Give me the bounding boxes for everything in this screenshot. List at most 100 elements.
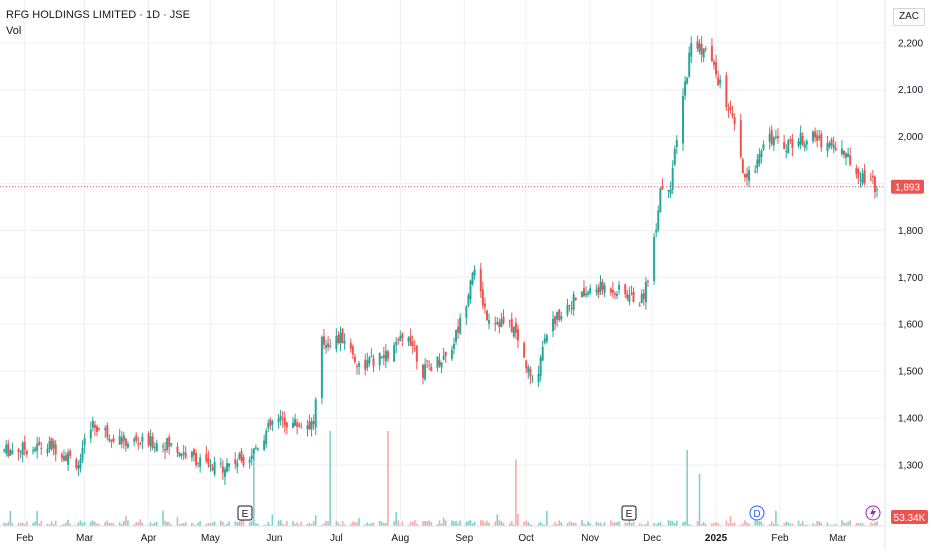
volume-bar — [783, 523, 785, 526]
volume-bar — [612, 522, 614, 526]
candle-body — [640, 293, 643, 304]
candle-body — [659, 188, 662, 213]
volume-bar — [17, 522, 20, 526]
volume-bar — [498, 520, 501, 526]
candle-body — [341, 328, 344, 344]
candle-body — [234, 459, 237, 464]
volume-bar — [236, 522, 239, 526]
candle-body — [438, 360, 441, 366]
candle-body — [322, 336, 325, 345]
volume-bar — [325, 521, 327, 526]
candle-body — [269, 419, 272, 426]
candle-body — [589, 288, 592, 294]
candle-body — [337, 335, 340, 344]
candle-body — [762, 144, 765, 150]
candle-body — [263, 440, 266, 450]
candle-body — [236, 462, 239, 467]
price-axis[interactable]: 1,3001,4001,5001,6001,7001,8001,9002,000… — [898, 38, 923, 471]
volume-bar — [127, 520, 129, 526]
time-axis[interactable]: Feb Mar Apr May Jun Jul Aug Sep Oct Nov Dec 2025 Feb… — [16, 533, 847, 544]
volume-bar — [768, 524, 771, 526]
volume-bar — [760, 521, 763, 526]
lightning-icon[interactable] — [865, 505, 881, 521]
volume-bar — [75, 524, 78, 526]
candle-body — [149, 436, 152, 447]
candle-body — [192, 449, 195, 456]
candle-body — [428, 364, 431, 366]
x-tick-label: Jul — [330, 533, 343, 544]
candle-body — [310, 421, 313, 429]
x-tick-label: Dec — [643, 533, 661, 544]
volume-bar — [149, 522, 152, 526]
candle-body — [139, 442, 142, 444]
volume-bar — [416, 523, 418, 526]
candle-body — [327, 343, 330, 347]
volume-bar — [661, 524, 664, 526]
volume-bar — [341, 521, 344, 526]
candle-body — [483, 303, 486, 308]
candle-body — [828, 143, 831, 147]
candle-body — [566, 305, 569, 315]
volume-bar — [440, 523, 443, 526]
last-volume-label: 53.34K — [894, 513, 926, 524]
candle-body — [570, 308, 573, 310]
candle-body — [618, 285, 621, 290]
volume-bar — [265, 524, 267, 526]
volume-bar — [69, 523, 71, 526]
earnings-marker[interactable]: E — [237, 505, 253, 521]
volume-bar — [238, 521, 241, 526]
candle-body — [712, 61, 715, 65]
volume-bar — [731, 523, 734, 526]
candle-body — [776, 135, 779, 139]
candle-body — [52, 440, 55, 449]
symbol-title[interactable]: RFG HOLDINGS LIMITED · 1D · JSE — [6, 9, 190, 21]
volume-bar — [180, 523, 183, 526]
volume-bar — [323, 523, 325, 526]
volume-bar — [358, 517, 360, 526]
volume-bar — [517, 513, 519, 526]
x-tick-label: Jun — [266, 533, 282, 544]
volume-bar — [21, 522, 24, 526]
volume-bar — [583, 522, 585, 526]
volume-bar — [523, 521, 525, 526]
candle-body — [133, 439, 136, 442]
candle-body — [50, 437, 53, 450]
dividend-marker[interactable]: D — [749, 505, 765, 521]
candle-body — [529, 368, 532, 377]
volume-indicator-label[interactable]: Vol — [6, 25, 22, 37]
volume-bar — [667, 520, 670, 526]
candle-body — [162, 446, 165, 448]
volume-bar — [164, 520, 166, 526]
volume-bar — [453, 521, 455, 526]
candle-body — [601, 282, 604, 290]
candle-body — [11, 450, 14, 454]
volume-bar — [442, 517, 445, 526]
volume-bar — [343, 524, 346, 526]
volume-bar — [79, 520, 82, 526]
volume-bar — [89, 521, 92, 526]
candle-body — [153, 447, 156, 449]
volume-bar — [267, 521, 270, 526]
volume-bar — [480, 520, 482, 526]
volume-bar — [401, 521, 404, 526]
earnings-marker[interactable]: E — [621, 505, 637, 521]
volume-bar — [286, 520, 288, 526]
candle-body — [21, 442, 24, 455]
candle-body — [108, 438, 111, 441]
candle-body — [834, 147, 837, 151]
volume-bar — [335, 520, 338, 526]
x-tick-label: Feb — [771, 533, 789, 544]
volume-bar — [279, 520, 282, 526]
candle-body — [386, 351, 389, 359]
volume-bar — [46, 523, 49, 526]
volume-bar — [296, 522, 298, 526]
candle-body — [469, 280, 472, 300]
volume-bar — [77, 522, 80, 526]
candle-body — [221, 466, 224, 473]
candle-body — [869, 178, 872, 180]
currency-label[interactable]: ZAC — [893, 8, 925, 26]
candle-body — [498, 322, 501, 327]
volume-bar — [467, 520, 470, 526]
